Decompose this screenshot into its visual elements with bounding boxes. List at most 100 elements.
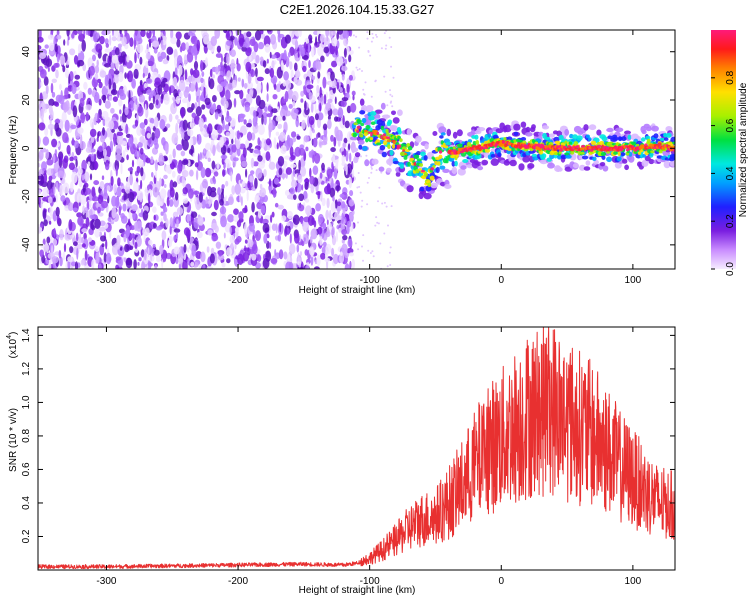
spectrogram-noise-blob [230,171,233,182]
spectrogram-noise-blob [336,55,344,67]
spectrogram-noise-blob [254,30,262,41]
spectrogram-noise-blob [238,211,244,220]
spectrogram-noise-blob [96,59,99,67]
spectrogram-noise-blob [293,108,299,114]
spectrogram-noise-blob [357,172,360,174]
spectrogram-noise-blob [303,237,306,242]
spectrogram-noise-blob [384,47,387,50]
spectrogram-noise-blob [234,238,240,245]
spectrogram-noise-blob [266,234,270,239]
spectrogram-noise-blob [140,179,143,190]
spectrogram-noise-blob [248,142,253,148]
spectrogram-noise-blob [390,46,393,48]
spectrogram-noise-blob [64,87,69,99]
spectrogram-noise-blob [332,108,339,116]
spectrogram-trace-blob [627,155,635,163]
spectrogram-trace-blob [419,186,425,192]
spectrogram-noise-blob [311,47,315,58]
spectrogram-noise-blob [287,89,294,100]
spectrogram-noise-blob [361,70,363,72]
spectrogram-trace-blob [627,134,632,140]
spectrogram-noise-blob [163,184,167,188]
spectrogram-noise-blob [97,78,101,83]
spectrogram-trace-blob [370,111,377,116]
spectrogram-trace-blob [439,165,446,170]
spectrogram-noise-blob [341,212,344,224]
spectrogram-noise-blob [346,131,353,143]
spectrogram-trace-blob [420,151,426,157]
spectrogram-noise-blob [225,89,231,101]
spectrogram-noise-blob [140,30,146,38]
spectrogram-trace-blob [587,137,592,142]
spectrogram-noise-blob [360,205,363,208]
spectrogram-noise-blob [101,175,105,180]
snr-y-tick-label: 1.0 [21,395,32,409]
spectrogram-noise-blob [343,137,348,144]
spectrogram-noise-blob [43,172,48,184]
spectrogram-trace-blob [376,131,380,135]
spectrogram-noise-blob [159,119,166,130]
spectrogram-noise-blob [320,190,323,202]
spectrogram-noise-blob [278,249,284,260]
snr-x-tick-label: 0 [498,576,504,587]
spectrogram-noise-blob [284,110,292,117]
spectrogram-noise-blob [121,36,127,47]
spectrogram-noise-blob [251,132,256,141]
spectrogram-noise-blob [364,81,367,84]
spectrogram-trace-blob [385,136,391,139]
spectrogram-noise-blob [91,90,96,97]
spectrogram-noise-blob [63,243,67,253]
spectrogram-noise-blob [136,165,141,174]
spectrogram-noise-blob [286,194,294,200]
spectrogram-noise-blob [183,227,190,236]
spectrogram-noise-blob [146,132,151,139]
spectrogram-noise-blob [319,34,325,43]
spectrogram-noise-blob [67,202,74,212]
spectrogram-noise-blob [341,73,345,81]
spectrogram-noise-blob [50,82,54,94]
spectrogram-noise-blob [323,46,330,54]
spectrogram-noise-blob [98,226,106,232]
spectrogram-noise-blob [237,253,244,265]
spectrogram-noise-blob [280,59,284,71]
spectrogram-noise-blob [385,205,388,208]
spectrogram-noise-blob [225,195,228,200]
spectrogram-noise-blob [154,171,158,178]
spectrogram-noise-blob [80,259,85,266]
spectrogram-noise-blob [192,152,195,158]
spectrogram-noise-blob [77,62,80,67]
colorbar-tick-label: 0.8 [725,70,736,84]
spectrogram-noise-blob [206,266,214,269]
spectrogram-noise-blob [262,112,268,119]
spectrogram-noise-blob [207,229,213,236]
spectrogram-noise-blob [112,30,114,37]
spectrogram-noise-blob [233,208,239,215]
spectrogram-noise-blob [70,181,74,193]
spectrogram-noise-blob [187,129,194,137]
spectrogram-noise-blob [329,187,336,198]
spectrogram-noise-blob [347,143,351,151]
spectrogram-trace-blob [576,135,583,141]
spectrogram-noise-blob [304,178,310,183]
spectrogram-noise-blob [109,132,113,141]
spectrogram-noise-blob [266,146,270,151]
spectrogram-noise-blob [349,260,352,269]
spectrogram-noise-blob [163,93,170,105]
snr-y-label: SNR (10 * v/v) [8,408,19,472]
spectrogram-trace-blob [385,128,389,134]
spectrogram-noise-blob [56,30,60,36]
spectrogram-noise-blob [296,135,301,140]
spectrogram-noise-blob [72,246,80,256]
spectrogram-trace-blob [415,135,422,143]
spectrogram-noise-blob [141,261,146,269]
spectrogram-noise-blob [249,239,254,248]
spectrogram-noise-blob [321,162,325,171]
spectrogram-noise-blob [133,68,139,79]
spectrogram-noise-blob [331,221,334,226]
spectrogram-noise-blob [139,192,143,203]
spectrogram-noise-blob [104,100,111,109]
spectrogram-noise-blob [66,144,71,155]
spectrogram-noise-blob [188,220,192,227]
spectrogram-noise-blob [92,196,99,202]
spectrogram-noise-blob [145,52,151,60]
